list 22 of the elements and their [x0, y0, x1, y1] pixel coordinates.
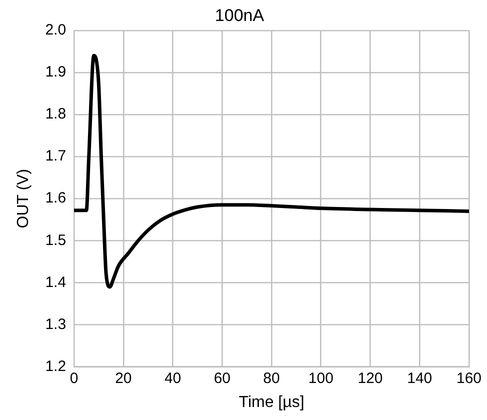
y-tick-label: 1.5 — [45, 232, 66, 249]
y-tick-label: 1.6 — [45, 190, 66, 207]
y-tick-label: 1.2 — [45, 358, 66, 375]
x-tick-label: 80 — [263, 370, 280, 387]
y-tick-label: 1.9 — [45, 64, 66, 81]
chart-title: 100nA — [214, 6, 265, 25]
y-tick-label: 1.8 — [45, 106, 66, 123]
x-tick-label: 0 — [70, 370, 78, 387]
x-tick-label: 140 — [407, 370, 432, 387]
y-tick-label: 1.3 — [45, 316, 66, 333]
y-tick-label: 1.7 — [45, 148, 66, 165]
x-tick-label: 20 — [115, 370, 132, 387]
x-tick-label: 40 — [164, 370, 182, 387]
x-tick-label: 120 — [358, 370, 383, 387]
y-axis-title: OUT (V) — [15, 168, 32, 228]
y-tick-label: 2.0 — [45, 22, 66, 39]
line-series — [74, 54, 469, 289]
y-tick-label: 1.4 — [45, 274, 66, 291]
x-tick-label: 100 — [308, 370, 334, 387]
x-axis-title: Time [µs] — [238, 394, 304, 411]
x-tick-label: 160 — [456, 370, 482, 387]
x-tick-label: 60 — [214, 370, 230, 387]
